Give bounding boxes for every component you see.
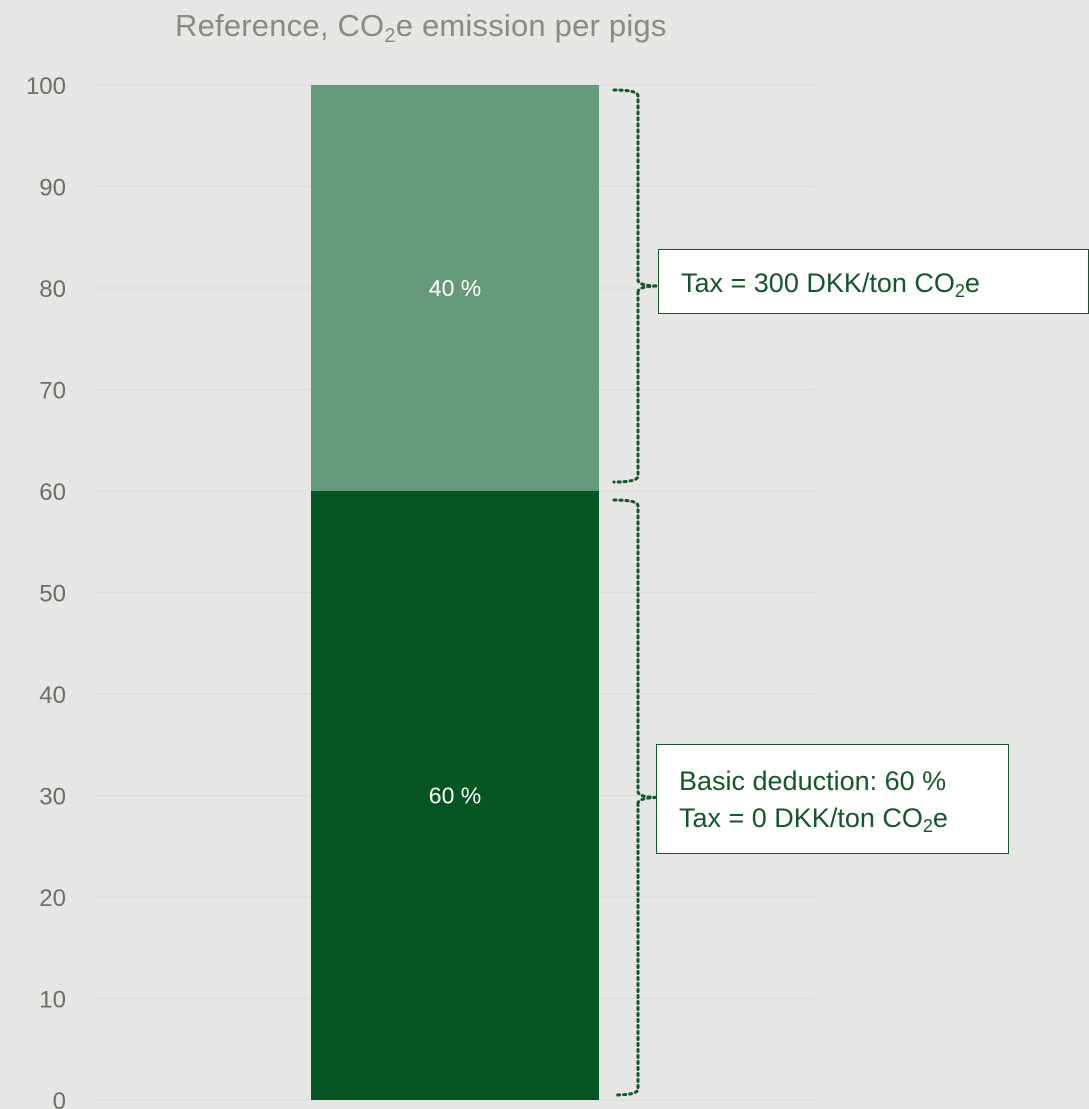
y-tick-label: 20 [39, 885, 66, 912]
bar-segment-0 [311, 491, 599, 1100]
bar-data-labels: 60 % 40 % [429, 275, 481, 809]
y-tick-label: 40 [39, 682, 66, 709]
y-tick-label: 80 [39, 276, 66, 303]
tax-annotation-box: Tax = 300 DKK/ton CO2e [658, 249, 1089, 314]
annotation-line: Tax = 300 DKK/ton CO2e [681, 268, 980, 301]
y-tick-label: 30 [39, 784, 66, 811]
basic-deduction-annotation-box: Basic deduction: 60 % Tax = 0 DKK/ton CO… [656, 744, 1009, 854]
annotation-brace [612, 498, 662, 1097]
y-tick-label: 90 [39, 175, 66, 202]
bar-data-label: 60 % [429, 783, 481, 809]
annotation-line: Basic deduction: 60 % [679, 766, 947, 796]
y-tick-label: 70 [39, 378, 66, 405]
annotation-line: Tax = 0 DKK/ton CO2e [679, 803, 948, 836]
chart-title: Reference, CO2e emission per pigs [175, 8, 667, 47]
annotation-brace [612, 88, 662, 484]
y-tick-label: 10 [39, 987, 66, 1014]
bar-segments [311, 85, 599, 1100]
y-tick-label: 50 [39, 581, 66, 608]
y-tick-label: 100 [26, 73, 66, 100]
y-tick-label: 60 [39, 479, 66, 506]
bar-segment-1 [311, 85, 599, 491]
bar-data-label: 40 % [429, 275, 481, 301]
y-tick-label: 0 [53, 1088, 66, 1109]
y-axis-tick-labels: 0 10 20 30 40 50 60 70 80 90 100 [26, 73, 66, 1109]
